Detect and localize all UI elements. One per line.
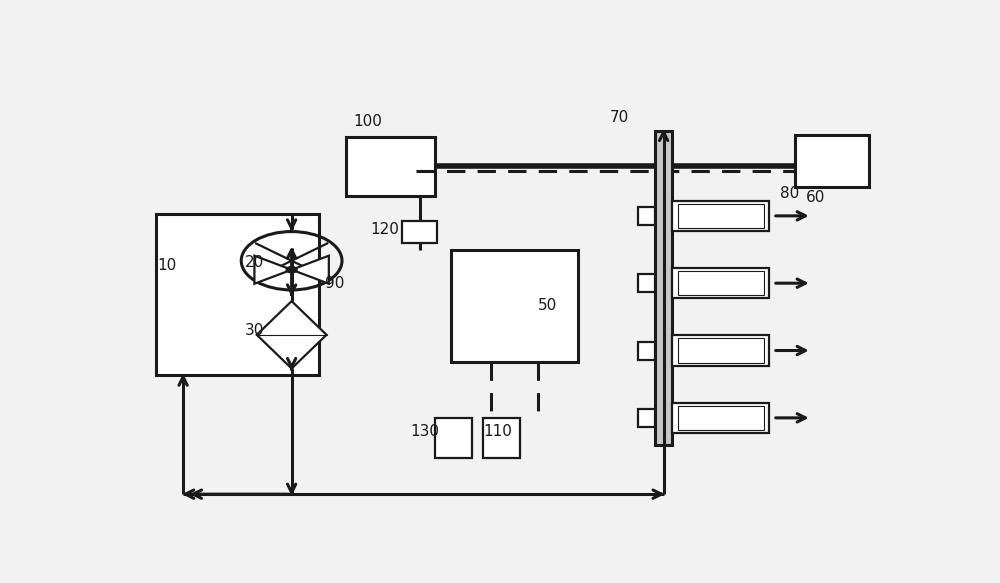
Text: 30: 30 bbox=[245, 323, 264, 338]
Polygon shape bbox=[257, 301, 326, 368]
Text: 70: 70 bbox=[609, 110, 629, 125]
Bar bbox=[672, 268, 769, 298]
Bar bbox=[678, 271, 764, 296]
Bar bbox=[435, 418, 472, 458]
Bar bbox=[678, 338, 764, 363]
Text: 50: 50 bbox=[538, 298, 557, 313]
Text: 110: 110 bbox=[483, 424, 512, 439]
Bar bbox=[638, 409, 655, 427]
Text: 60: 60 bbox=[805, 191, 825, 205]
Bar bbox=[678, 203, 764, 228]
Bar bbox=[156, 213, 319, 375]
Text: 10: 10 bbox=[158, 258, 177, 273]
Bar bbox=[450, 250, 578, 361]
Bar bbox=[672, 201, 769, 231]
Bar bbox=[638, 342, 655, 360]
Bar bbox=[402, 221, 437, 243]
Polygon shape bbox=[292, 256, 329, 284]
Text: 90: 90 bbox=[325, 276, 344, 291]
Bar bbox=[638, 274, 655, 292]
Polygon shape bbox=[254, 256, 292, 284]
Circle shape bbox=[286, 266, 297, 273]
Bar bbox=[638, 207, 655, 225]
Text: 130: 130 bbox=[410, 424, 439, 439]
Bar bbox=[795, 135, 869, 187]
Text: 20: 20 bbox=[245, 255, 264, 269]
Bar bbox=[672, 403, 769, 433]
Bar bbox=[346, 138, 435, 196]
Text: 80: 80 bbox=[780, 186, 799, 201]
Bar bbox=[678, 406, 764, 430]
Text: 100: 100 bbox=[354, 114, 382, 129]
Bar bbox=[655, 131, 672, 445]
Bar bbox=[672, 335, 769, 366]
Text: 120: 120 bbox=[371, 222, 400, 237]
Bar bbox=[483, 418, 520, 458]
